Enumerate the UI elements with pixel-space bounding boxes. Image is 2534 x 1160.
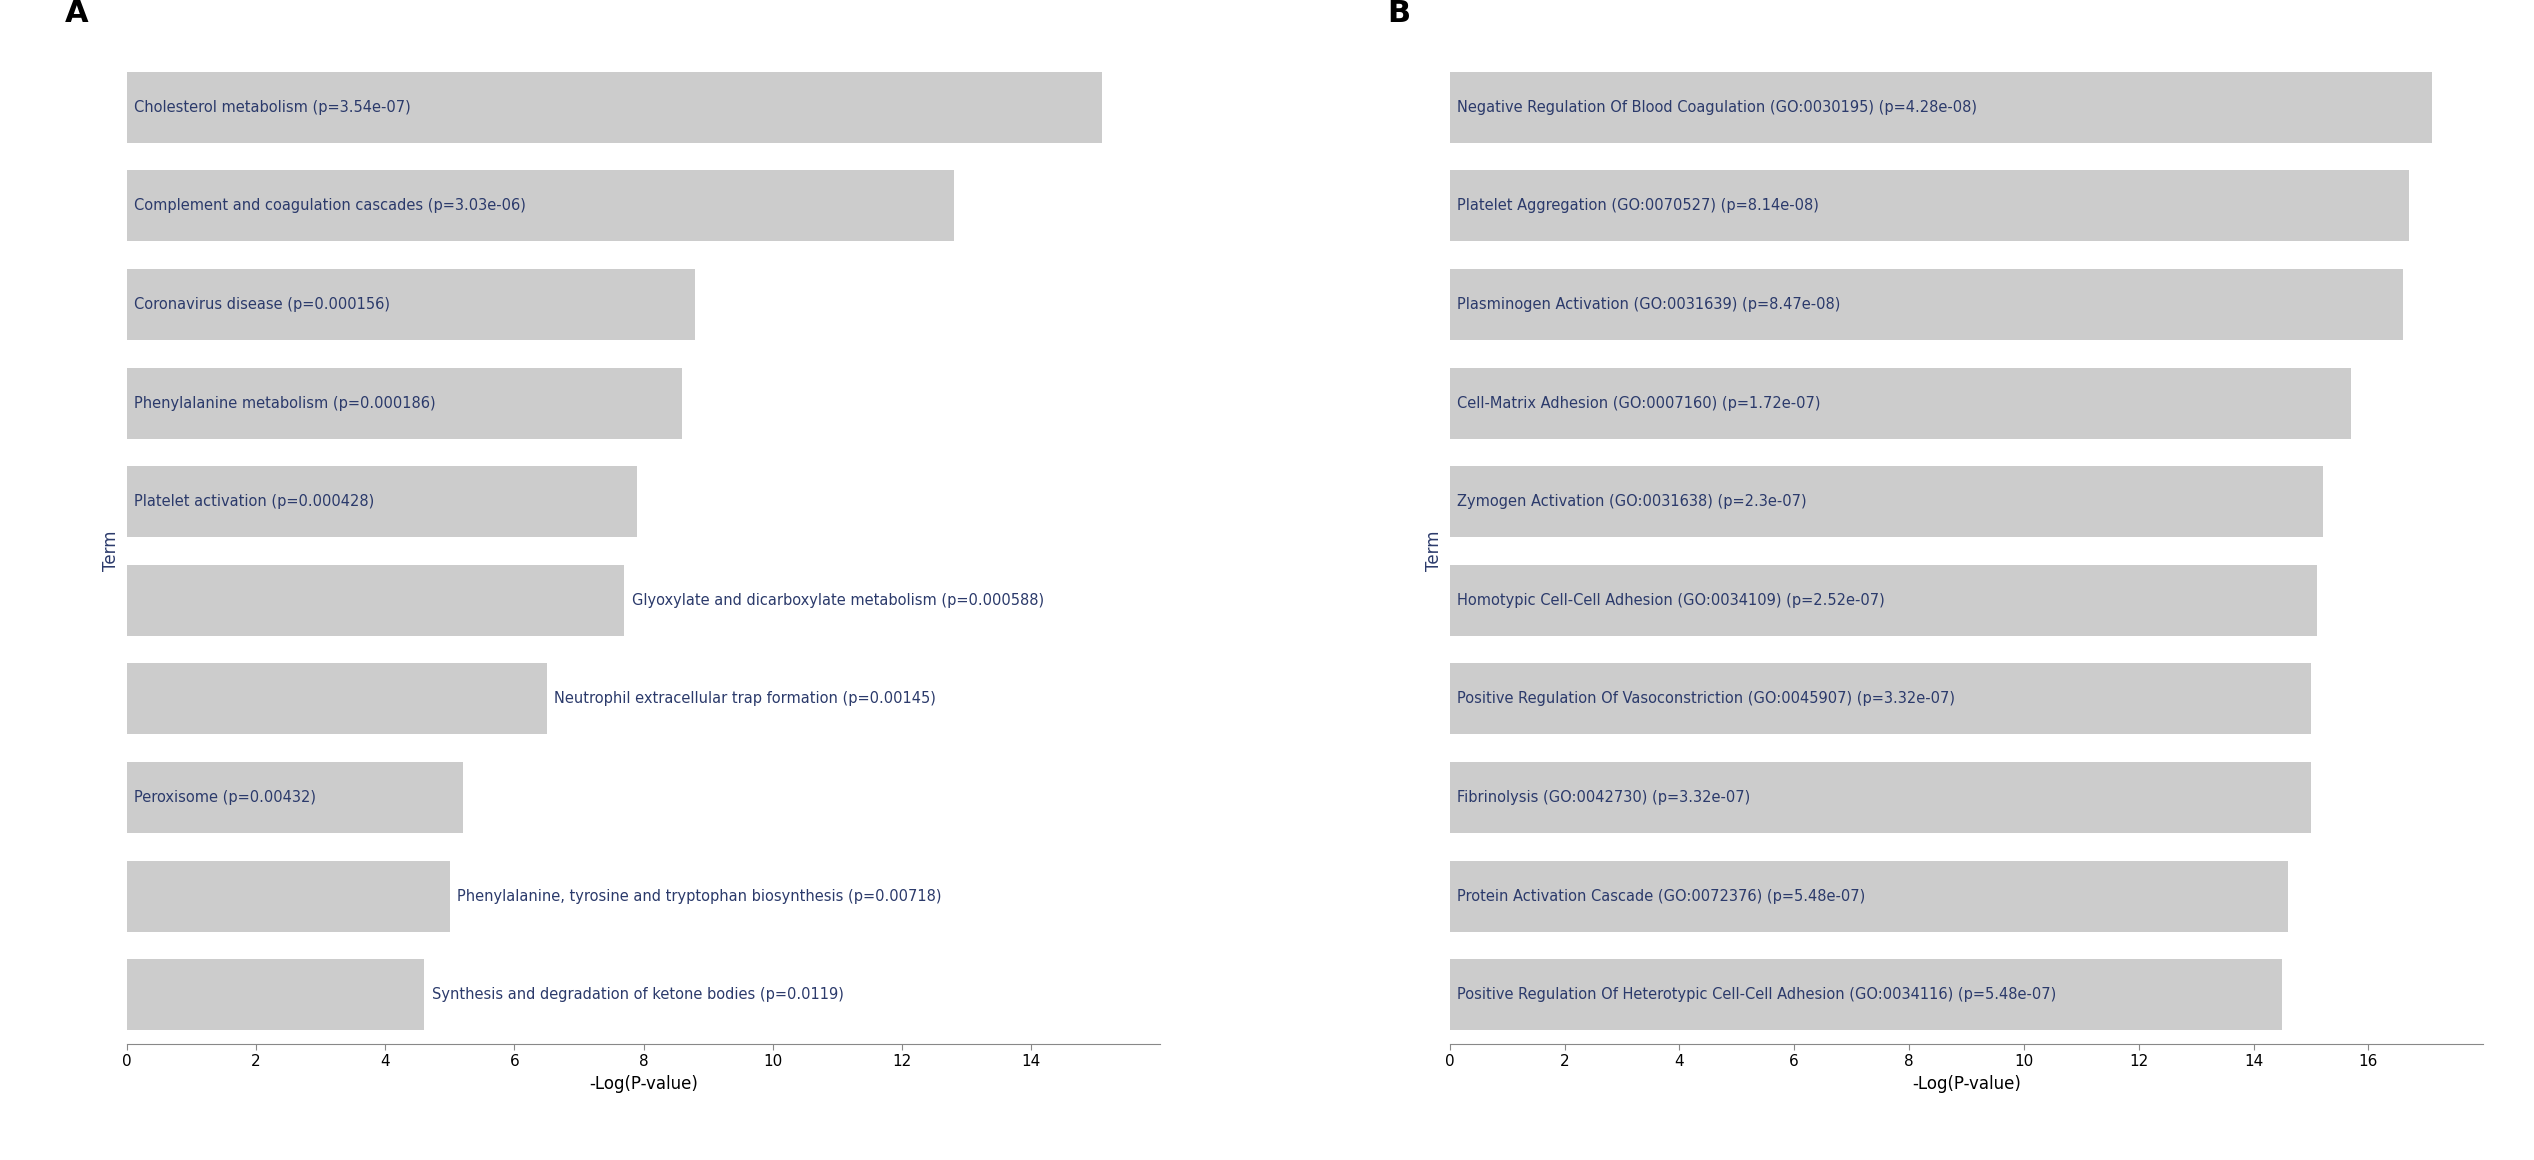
Bar: [1449, 269, 2402, 340]
Text: Platelet Aggregation (GO:0070527) (p=8.14e-08): Platelet Aggregation (GO:0070527) (p=8.1…: [1457, 198, 1819, 213]
Bar: [127, 762, 464, 833]
Bar: [127, 368, 682, 438]
Text: Complement and coagulation cascades (p=3.03e-06): Complement and coagulation cascades (p=3…: [134, 198, 527, 213]
Text: Coronavirus disease (p=0.000156): Coronavirus disease (p=0.000156): [134, 297, 390, 312]
Text: B: B: [1389, 0, 1411, 28]
Bar: [1449, 171, 2410, 241]
Bar: [127, 664, 547, 734]
Text: Neutrophil extracellular trap formation (p=0.00145): Neutrophil extracellular trap formation …: [555, 691, 935, 706]
Text: Platelet activation (p=0.000428): Platelet activation (p=0.000428): [134, 494, 375, 509]
Text: Phenylalanine metabolism (p=0.000186): Phenylalanine metabolism (p=0.000186): [134, 396, 436, 411]
Text: Cell-Matrix Adhesion (GO:0007160) (p=1.72e-07): Cell-Matrix Adhesion (GO:0007160) (p=1.7…: [1457, 396, 1819, 411]
X-axis label: -Log(P-value): -Log(P-value): [588, 1075, 697, 1093]
Bar: [1449, 664, 2311, 734]
Text: Synthesis and degradation of ketone bodies (p=0.0119): Synthesis and degradation of ketone bodi…: [431, 987, 844, 1002]
Bar: [127, 72, 1102, 143]
X-axis label: -Log(P-value): -Log(P-value): [1913, 1075, 2022, 1093]
Text: Plasminogen Activation (GO:0031639) (p=8.47e-08): Plasminogen Activation (GO:0031639) (p=8…: [1457, 297, 1840, 312]
Bar: [127, 269, 694, 340]
Bar: [127, 959, 423, 1030]
Bar: [1449, 368, 2352, 438]
Bar: [1449, 959, 2283, 1030]
Y-axis label: Term: Term: [1424, 531, 1442, 571]
Text: Zymogen Activation (GO:0031638) (p=2.3e-07): Zymogen Activation (GO:0031638) (p=2.3e-…: [1457, 494, 1807, 509]
Text: Protein Activation Cascade (GO:0072376) (p=5.48e-07): Protein Activation Cascade (GO:0072376) …: [1457, 889, 1865, 904]
Text: Phenylalanine, tyrosine and tryptophan biosynthesis (p=0.00718): Phenylalanine, tyrosine and tryptophan b…: [459, 889, 943, 904]
Text: Negative Regulation Of Blood Coagulation (GO:0030195) (p=4.28e-08): Negative Regulation Of Blood Coagulation…: [1457, 100, 1977, 115]
Text: Homotypic Cell-Cell Adhesion (GO:0034109) (p=2.52e-07): Homotypic Cell-Cell Adhesion (GO:0034109…: [1457, 593, 1885, 608]
Bar: [1449, 72, 2433, 143]
Text: Positive Regulation Of Vasoconstriction (GO:0045907) (p=3.32e-07): Positive Regulation Of Vasoconstriction …: [1457, 691, 1954, 706]
Bar: [1449, 762, 2311, 833]
Bar: [127, 861, 449, 931]
Bar: [127, 466, 636, 537]
Text: Peroxisome (p=0.00432): Peroxisome (p=0.00432): [134, 790, 317, 805]
Text: Fibrinolysis (GO:0042730) (p=3.32e-07): Fibrinolysis (GO:0042730) (p=3.32e-07): [1457, 790, 1751, 805]
Bar: [127, 565, 623, 636]
Text: A: A: [66, 0, 89, 28]
Bar: [1449, 861, 2288, 931]
Bar: [127, 171, 953, 241]
Text: Glyoxylate and dicarboxylate metabolism (p=0.000588): Glyoxylate and dicarboxylate metabolism …: [631, 593, 1044, 608]
Text: Positive Regulation Of Heterotypic Cell-Cell Adhesion (GO:0034116) (p=5.48e-07): Positive Regulation Of Heterotypic Cell-…: [1457, 987, 2055, 1002]
Bar: [1449, 565, 2316, 636]
Text: Cholesterol metabolism (p=3.54e-07): Cholesterol metabolism (p=3.54e-07): [134, 100, 411, 115]
Y-axis label: Term: Term: [101, 531, 119, 571]
Bar: [1449, 466, 2324, 537]
